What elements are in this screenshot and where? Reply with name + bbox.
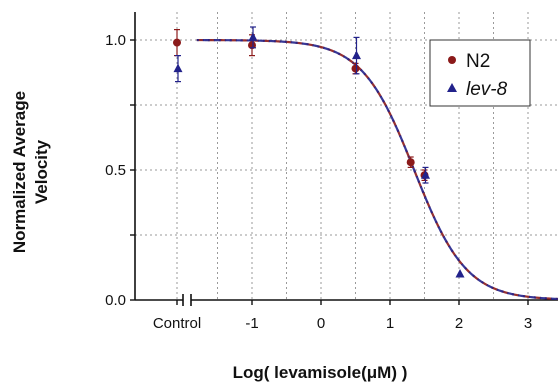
y-tick-label-0-5: 0.5	[105, 162, 126, 179]
legend-label-n2: N2	[466, 51, 490, 72]
y-axis-label-line-2: Velocity	[32, 139, 51, 204]
data-points	[173, 26, 465, 278]
x-tick-label-3: 3	[524, 315, 532, 332]
legend-box	[429, 39, 531, 107]
data-point-lev-8-2	[352, 50, 361, 60]
x-tick-label-1: -1	[245, 315, 258, 332]
legend-marker-n2	[448, 56, 456, 64]
data-point-n2-2	[351, 64, 360, 73]
data-point-lev-8-3	[421, 170, 430, 179]
axes	[130, 12, 558, 306]
x-tick-label-0: 0	[317, 315, 325, 332]
fit-curves	[196, 38, 558, 301]
fit-curve-lev-8	[196, 38, 558, 301]
data-point-lev-8-1	[248, 32, 258, 41]
legend-label-lev-8: lev-8	[466, 79, 508, 100]
data-point-n2-0	[173, 38, 181, 47]
tick-labels: 0.0 0.5 1.0 Control -1 0 1 2 3	[105, 32, 532, 332]
data-point-lev-8-0	[173, 63, 183, 73]
grid-lines	[135, 12, 558, 300]
x-tick-label-1: 1	[386, 315, 394, 332]
legend-marker-lev-8	[447, 83, 457, 92]
y-tick-label-1-0: 1.0	[105, 32, 126, 49]
x-axis-label: Log( levamisole(μM) )	[233, 363, 408, 382]
legend: N2 lev-8	[429, 39, 531, 107]
y-tick-label-0-0: 0.0	[105, 292, 126, 309]
data-point-n2-3	[406, 158, 415, 167]
data-point-lev-8-4	[455, 269, 465, 278]
x-tick-label-control: Control	[153, 315, 201, 332]
x-tick-label-2: 2	[455, 315, 463, 332]
fit-curve-n2	[196, 38, 558, 301]
y-axis-label-line-1: Normalized Average	[10, 91, 29, 253]
